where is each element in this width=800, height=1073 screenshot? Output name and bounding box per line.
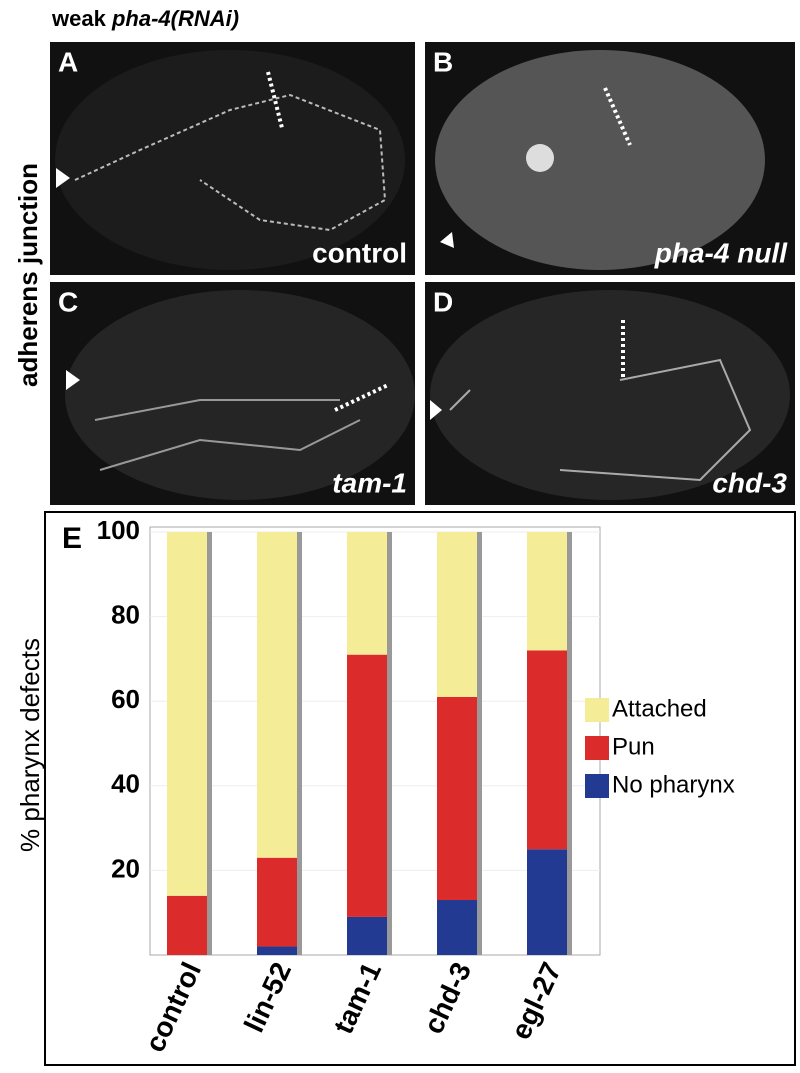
y-tick-label: 20 xyxy=(111,853,140,883)
cell xyxy=(526,144,554,172)
embryo xyxy=(65,290,415,500)
x-tick-label: chd-3 xyxy=(417,958,477,1039)
embryo xyxy=(435,50,765,270)
bar-segment xyxy=(347,916,387,955)
panel-letter: E xyxy=(62,522,82,555)
micrographs xyxy=(50,42,795,505)
panel-caption: control xyxy=(312,237,407,268)
legend-swatch xyxy=(585,736,609,760)
bar-segment xyxy=(257,946,297,955)
y-tick-label: 60 xyxy=(111,684,140,714)
bar-segment xyxy=(527,650,567,850)
scale-marker xyxy=(603,87,632,146)
bar-shadow xyxy=(207,532,212,955)
panel-caption: pha-4 null xyxy=(654,237,788,268)
arrowhead xyxy=(66,370,80,390)
scale-marker xyxy=(266,71,284,129)
x-tick-label: egl-27 xyxy=(505,958,567,1044)
legend-label: No pharynx xyxy=(612,771,735,798)
panel-letter: B xyxy=(433,46,453,77)
panel-caption: tam-1 xyxy=(332,467,407,498)
chart-frame xyxy=(44,511,796,1066)
bar-segment xyxy=(437,900,477,955)
x-tick-label: tam-1 xyxy=(327,958,387,1039)
bar-shadow xyxy=(477,532,482,955)
y-tick-label: 40 xyxy=(111,769,140,799)
bar-segment xyxy=(257,532,297,858)
panel-caption: chd-3 xyxy=(712,467,787,498)
panel-letter: D xyxy=(433,286,453,317)
bar-segment xyxy=(167,895,207,955)
bar-shadow xyxy=(297,532,302,955)
bar-shadow xyxy=(567,532,572,955)
panel-letter: C xyxy=(58,286,78,317)
panel-letter: A xyxy=(58,46,78,77)
junction xyxy=(449,358,752,482)
bar-segment xyxy=(527,849,567,955)
scale-marker xyxy=(334,383,389,412)
y-tick-label: 100 xyxy=(97,515,140,545)
bar-shadow xyxy=(387,532,392,955)
bar-segment xyxy=(167,532,207,896)
junction xyxy=(94,399,361,471)
y-tick-label: 80 xyxy=(111,599,140,629)
bar-segment xyxy=(437,532,477,697)
header-italic: pha-4(RNAi) xyxy=(111,6,239,31)
legend-label: Attached xyxy=(612,695,707,722)
bar-segment xyxy=(347,654,387,917)
header-prefix: weak xyxy=(51,6,107,31)
x-tick-label: lin-52 xyxy=(238,958,297,1037)
y-axis-label: % pharynx defects xyxy=(15,638,45,852)
legend-swatch xyxy=(585,774,609,798)
legend-label: Pun xyxy=(612,733,655,760)
arrowhead xyxy=(440,232,454,248)
arrowhead xyxy=(56,168,70,188)
x-tick-label: control xyxy=(139,958,207,1057)
embryo xyxy=(430,290,790,500)
bar-segment xyxy=(437,696,477,901)
figure-header: weak pha-4(RNAi) xyxy=(51,6,239,31)
bar-segment xyxy=(347,532,387,655)
side-label: adherens junction xyxy=(13,163,43,387)
arrowhead xyxy=(430,400,442,420)
bar-segment xyxy=(527,532,567,651)
legend-swatch xyxy=(585,698,609,722)
bar-segment xyxy=(257,857,297,947)
